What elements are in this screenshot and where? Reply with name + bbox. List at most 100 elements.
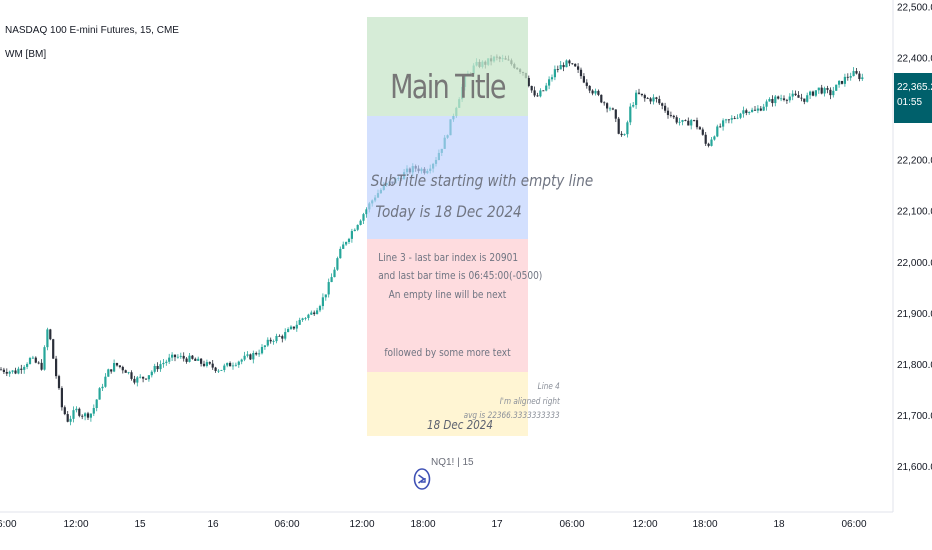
subtitle-panel: SubTitle starting with empty line Today … xyxy=(367,116,594,239)
candle-body xyxy=(742,110,745,114)
candle-body xyxy=(846,76,849,78)
candle-body xyxy=(780,98,783,100)
candle-body xyxy=(147,375,150,380)
candle-body xyxy=(240,359,243,362)
candle-body xyxy=(205,362,208,366)
candle-body xyxy=(803,98,806,102)
candle-body xyxy=(620,133,623,136)
candle-body xyxy=(81,415,84,417)
candle-body xyxy=(162,362,165,365)
candle-body xyxy=(301,318,304,320)
candle-body xyxy=(63,407,66,415)
candle-body xyxy=(31,357,34,359)
candle-body xyxy=(72,410,75,419)
candle-body xyxy=(574,63,577,67)
candle-body xyxy=(527,77,530,86)
candle-body xyxy=(307,314,310,319)
candle-body xyxy=(756,108,759,111)
tradingview-arrow-icon[interactable] xyxy=(412,467,432,491)
candle-body xyxy=(153,365,156,372)
candle-body xyxy=(217,370,220,372)
candle-body xyxy=(342,244,345,249)
price-tick-label: 21,800.00 xyxy=(897,360,932,371)
candle-body xyxy=(350,231,353,239)
candle-body xyxy=(606,103,609,109)
candle-body xyxy=(200,358,203,364)
candle-body xyxy=(11,370,14,372)
candle-body xyxy=(835,84,838,91)
candle-body xyxy=(843,76,846,84)
time-tick-label: 12:00 xyxy=(632,519,657,530)
candle-body xyxy=(211,363,214,368)
candle-body xyxy=(562,64,565,68)
candle-body xyxy=(643,95,646,99)
candle-body xyxy=(724,119,728,121)
candle-body xyxy=(771,98,774,104)
candle-body xyxy=(713,136,716,140)
candle-body xyxy=(327,282,330,295)
candle-body xyxy=(588,85,591,91)
candle-body xyxy=(188,355,191,362)
candle-body xyxy=(197,358,200,361)
time-tick-label: 15 xyxy=(134,519,146,530)
candle-body xyxy=(635,92,638,105)
candle-body xyxy=(548,79,551,86)
body-line-2: and last bar time is 06:45:00(-0500) xyxy=(378,270,543,282)
candle-body xyxy=(176,356,179,358)
candle-body xyxy=(693,120,696,121)
last-price-label[interactable]: 22,365.25 01:55 xyxy=(894,73,932,123)
candle-body xyxy=(295,324,298,329)
candle-body xyxy=(817,87,820,91)
candle-body xyxy=(2,369,5,372)
candle-body xyxy=(298,319,301,325)
candle-body xyxy=(23,366,26,370)
title-panel: Main Title xyxy=(367,17,528,116)
candle-body xyxy=(321,297,324,307)
candle-body xyxy=(800,97,803,99)
candle-body xyxy=(623,134,626,136)
candle-body xyxy=(133,378,136,383)
candle-body xyxy=(353,229,356,232)
candle-body xyxy=(28,358,32,364)
price-tick-label: 22,200.00 xyxy=(897,156,932,167)
candle-body xyxy=(797,95,800,98)
candle-body xyxy=(701,129,704,135)
right-line-1: Line 4 xyxy=(537,382,560,392)
candle-body xyxy=(226,362,229,366)
candle-body xyxy=(78,408,81,416)
candle-body xyxy=(324,294,327,298)
candle-body xyxy=(553,69,556,78)
candle-body xyxy=(182,355,185,359)
candle-body xyxy=(127,372,130,374)
indicator-label[interactable]: WM [BM] xyxy=(5,49,47,60)
candle-body xyxy=(139,376,142,378)
candle-body xyxy=(214,367,217,371)
candle-body xyxy=(811,91,815,96)
candle-body xyxy=(5,371,8,374)
time-tick-label: 06:00 xyxy=(274,519,299,530)
candle-body xyxy=(266,339,269,346)
candle-body xyxy=(95,399,98,409)
candle-body xyxy=(690,120,693,126)
candle-body xyxy=(751,109,754,112)
candle-body xyxy=(69,418,72,422)
symbol-title[interactable]: NASDAQ 100 E-mini Futures, 15, CME xyxy=(5,25,179,36)
candle-body xyxy=(159,364,162,370)
candle-body xyxy=(568,60,571,64)
candle-body xyxy=(278,335,281,337)
candle-body xyxy=(695,120,699,128)
candle-body xyxy=(243,355,246,360)
candle-body xyxy=(530,85,533,91)
footer-date: 18 Dec 2024 xyxy=(427,418,493,432)
candle-body xyxy=(556,69,559,70)
candle-body xyxy=(220,369,223,371)
candle-body xyxy=(774,96,777,104)
price-tick-label: 21,900.00 xyxy=(897,309,932,320)
candle-body xyxy=(43,347,46,370)
subtitle-line-1: SubTitle starting with empty line xyxy=(370,171,594,190)
candle-body xyxy=(292,326,295,329)
candle-body xyxy=(107,369,110,377)
candle-body xyxy=(597,90,600,95)
candle-body xyxy=(124,370,127,373)
candle-body xyxy=(582,76,585,83)
